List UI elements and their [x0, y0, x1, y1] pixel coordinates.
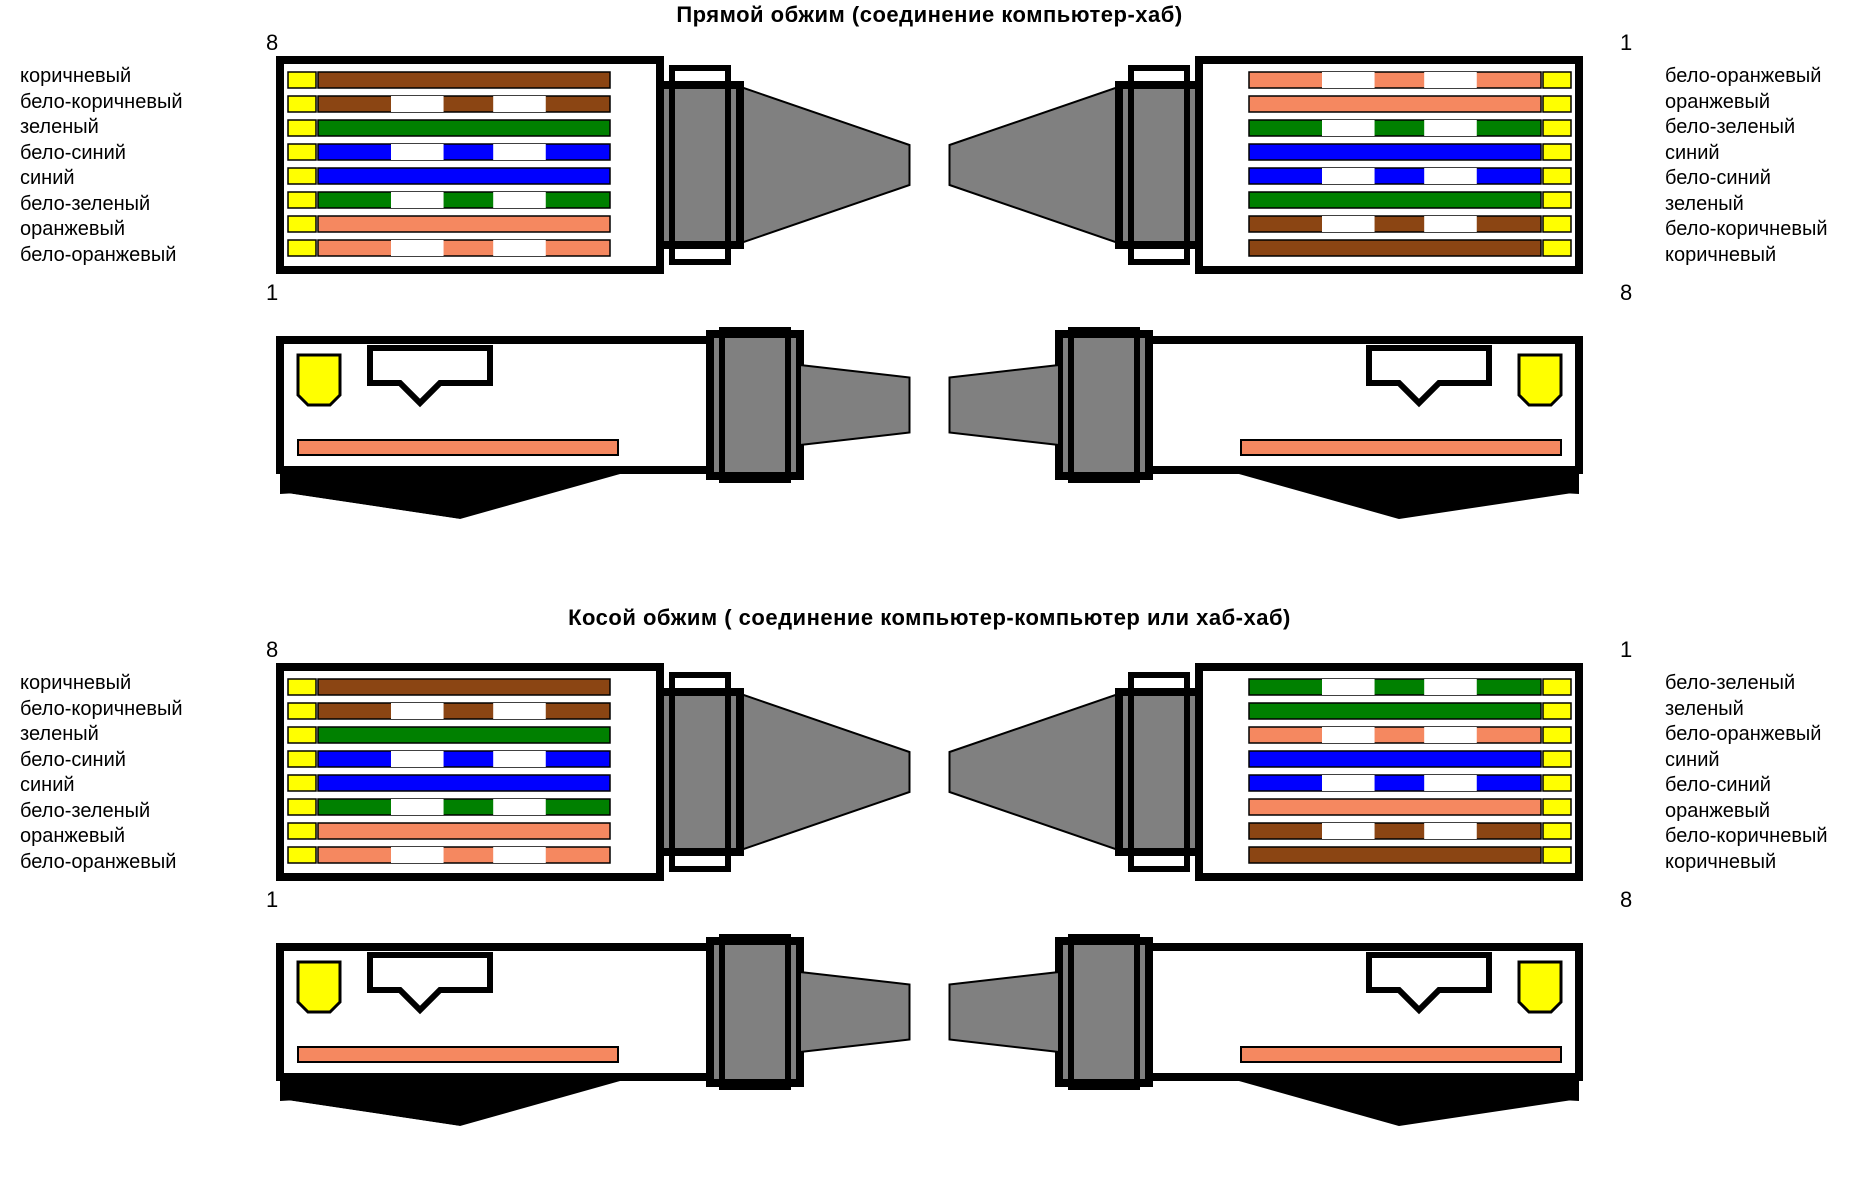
diagram-straight	[0, 0, 1859, 595]
diagram-crossover	[0, 595, 1859, 1197]
section-crossover: Косой обжим ( соединение компьютер-компь…	[0, 595, 1859, 1197]
section-straight: Прямой обжим (соединение компьютер-хаб) …	[0, 0, 1859, 595]
